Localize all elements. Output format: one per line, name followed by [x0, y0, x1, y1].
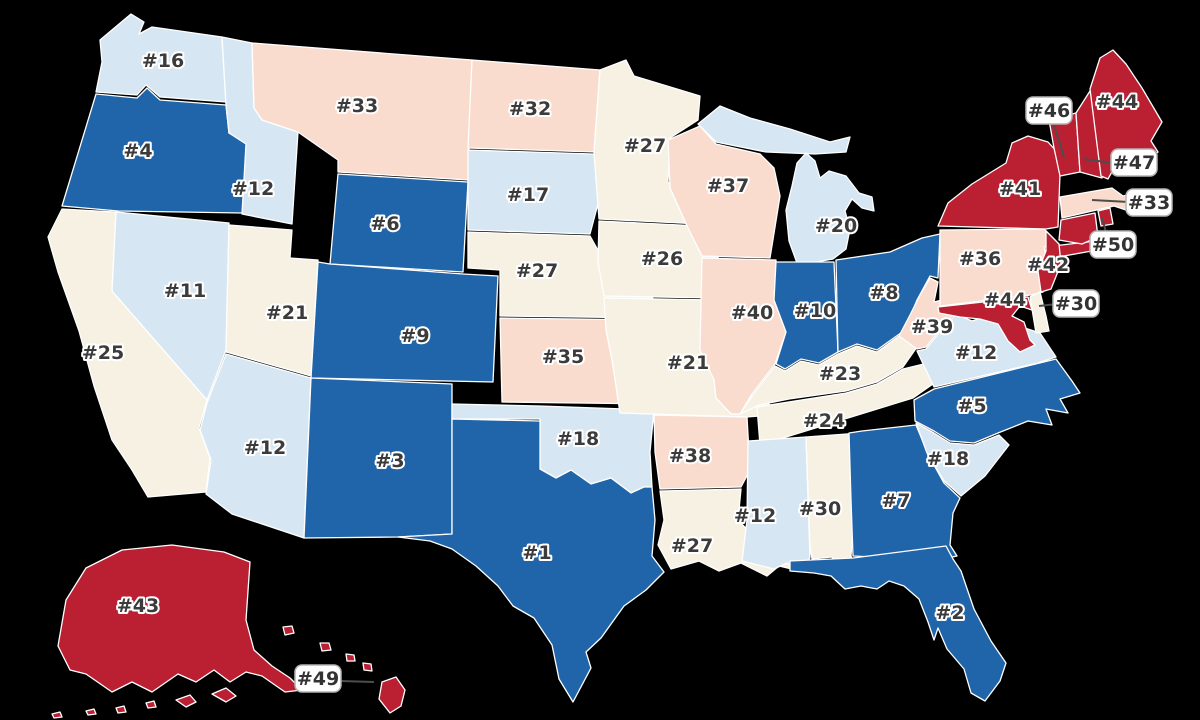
state-rank-label-il: #40	[731, 302, 773, 324]
state-rank-label-id: #12	[232, 178, 274, 200]
state-wi[interactable]	[667, 125, 781, 259]
state-rank-label-pa: #36	[959, 248, 1001, 270]
state-rank-label-nm: #3	[375, 450, 404, 472]
state-rank-label-or: #4	[123, 140, 152, 162]
state-rank-label-nd: #32	[509, 98, 551, 120]
state-rank-label-me: #44	[1096, 91, 1138, 113]
callout-label: #30	[1055, 293, 1097, 315]
state-ri[interactable]	[1097, 207, 1114, 227]
callout-leader-line	[1082, 158, 1114, 164]
states-layer	[47, 13, 1163, 719]
state-rank-label-tx: #1	[522, 542, 551, 564]
callout-de: #30	[1038, 289, 1100, 318]
state-rank-label-wv: #39	[911, 316, 953, 338]
callout-label: #50	[1092, 234, 1134, 256]
state-rank-label-sd: #17	[507, 184, 549, 206]
callouts-layer: #46 #47 #33 #50 #30 #49	[294, 96, 1173, 693]
callout-vt: #46	[1025, 96, 1073, 158]
state-ar[interactable]	[653, 414, 751, 490]
state-sd[interactable]	[467, 149, 600, 235]
callout-label: #49	[297, 668, 339, 690]
state-rank-label-ne: #27	[516, 260, 558, 282]
state-rank-label-al: #30	[799, 498, 841, 520]
state-rank-label-ca: #25	[82, 342, 124, 364]
callout-label: #46	[1028, 100, 1070, 122]
state-ky[interactable]	[739, 335, 918, 415]
state-rank-label-fl: #2	[935, 602, 964, 624]
rank-labels-layer: #16 #4 #25 #11 #12 #33 #6 #21 #9 #12 #3 #32 #17 #27 #3…	[80, 48, 1140, 626]
state-rank-label-mi: #20	[815, 215, 857, 237]
state-rank-label-nv: #11	[164, 280, 206, 302]
state-rank-label-mt: #33	[336, 95, 378, 117]
state-rank-label-ms: #12	[734, 505, 776, 527]
callout-nh: #47	[1082, 148, 1158, 177]
state-rank-label-sc: #18	[927, 448, 969, 470]
state-nv[interactable]	[111, 211, 230, 401]
state-rank-label-ak: #43	[117, 595, 159, 617]
state-rank-label-ga: #7	[881, 490, 910, 512]
state-sc[interactable]	[915, 422, 1010, 497]
callout-box	[1089, 230, 1137, 259]
state-de[interactable]	[1029, 291, 1050, 334]
callout-leader-line	[1091, 199, 1130, 203]
state-rank-label-ia: #26	[641, 248, 683, 270]
callout-leader-line	[1101, 217, 1107, 233]
state-rank-label-tn: #24	[803, 410, 845, 432]
state-rank-label-in: #10	[794, 300, 836, 322]
state-rank-label-nc: #5	[957, 395, 986, 417]
state-nj[interactable]	[1037, 230, 1062, 293]
state-rank-label-ok: #18	[557, 428, 599, 450]
state-rank-label-va: #12	[955, 342, 997, 364]
state-nc[interactable]	[913, 358, 1081, 444]
callout-label: #47	[1113, 152, 1155, 174]
state-rank-label-wy: #6	[370, 213, 399, 235]
state-in[interactable]	[773, 261, 839, 370]
callout-ma: #33	[1091, 188, 1173, 217]
state-rank-label-mo: #21	[667, 352, 709, 374]
state-rank-label-ks: #35	[542, 346, 584, 368]
callout-label: #33	[1128, 192, 1170, 214]
state-rank-label-co: #9	[400, 325, 429, 347]
callout-box	[294, 664, 342, 693]
state-rank-label-nj: #42	[1027, 254, 1069, 276]
state-rank-label-ny: #41	[999, 178, 1041, 200]
callout-box	[1125, 188, 1173, 217]
state-wy[interactable]	[329, 173, 469, 273]
state-rank-label-az: #12	[244, 437, 286, 459]
state-rank-label-oh: #8	[869, 282, 898, 304]
state-rank-label-wa: #16	[142, 50, 184, 72]
state-me[interactable]	[1089, 49, 1163, 180]
state-rank-label-md: #44	[984, 289, 1026, 311]
state-hi[interactable]	[282, 625, 406, 714]
state-ga[interactable]	[848, 424, 961, 561]
callout-box	[1052, 289, 1100, 318]
state-fl[interactable]	[789, 545, 1007, 702]
state-or[interactable]	[61, 87, 251, 214]
state-rank-label-ar: #38	[669, 445, 711, 467]
callout-hi: #49	[294, 664, 375, 693]
callout-box	[1110, 148, 1158, 177]
state-rank-label-ky: #23	[819, 363, 861, 385]
callout-leader-line	[1053, 124, 1065, 158]
state-md[interactable]	[937, 296, 1036, 353]
state-rank-label-la: #27	[671, 535, 713, 557]
state-rank-label-ut: #21	[266, 302, 308, 324]
state-co[interactable]	[310, 261, 499, 383]
callout-leader-line	[339, 680, 375, 683]
state-rank-label-mn: #27	[624, 135, 666, 157]
state-tx[interactable]	[397, 418, 665, 703]
callout-ri: #50	[1089, 217, 1137, 259]
state-ak[interactable]	[51, 544, 303, 719]
state-ut[interactable]	[225, 224, 319, 377]
state-rank-label-wi: #37	[707, 175, 749, 197]
callout-box	[1025, 96, 1073, 125]
